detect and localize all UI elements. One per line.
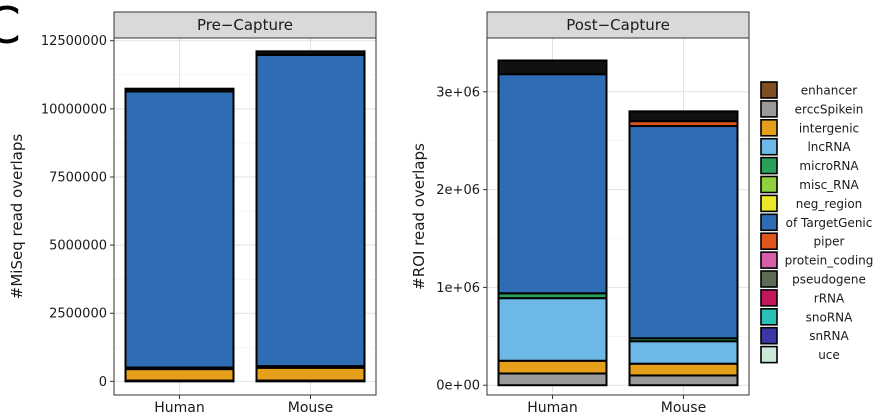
legend-key-protein-coding	[760, 251, 778, 269]
x-tick-label: Human	[527, 400, 578, 415]
y-tick-label: 10000000	[41, 102, 107, 117]
legend-key-enhancer	[760, 81, 778, 99]
y-tick-label: 2e+06	[436, 183, 480, 198]
legend-key-microrna	[760, 156, 778, 175]
bar-segment-unlabeled-top	[255, 50, 366, 56]
y-tick-label: 2500000	[49, 307, 107, 322]
bar-segment-of-targetgenic	[497, 73, 608, 295]
legend-key-rrna	[760, 289, 778, 307]
facet-strip	[113, 11, 377, 39]
legend-key-of-targetgenic	[760, 213, 778, 232]
bar-segment-unlabeled-top	[124, 87, 235, 93]
y-tick-label: 1e+06	[436, 281, 480, 296]
legend-label: neg_region	[796, 197, 863, 211]
legend-label: microRNA	[799, 159, 859, 173]
legend-key-misc-rna	[760, 175, 778, 194]
bar-segment-of-targetgenic	[124, 90, 235, 369]
legend-label: piper	[814, 235, 845, 249]
bar-segment-lncrna	[628, 340, 739, 365]
legend-key-snorna	[760, 307, 778, 326]
legend-label: uce	[818, 348, 840, 362]
y-axis-label: #ROI read overlaps	[410, 143, 428, 290]
y-tick-label: 5000000	[49, 239, 107, 254]
y-tick-label: 7500000	[49, 170, 107, 185]
legend-label: of TargetGenic	[786, 216, 873, 230]
legend-label: rRNA	[814, 291, 845, 305]
legend-key-piper	[760, 232, 778, 250]
legend-key-pseudogene	[760, 270, 778, 288]
legend-key-neg-region	[760, 194, 778, 213]
bar-segment-lncrna	[497, 297, 608, 362]
facet-title: Post−Capture	[566, 16, 670, 34]
panel-2: Post−Capture 0e+00 1e+06 2e+06 3e+06 Human Mou…	[410, 11, 750, 416]
x-tick-label: Mouse	[661, 400, 706, 415]
y-tick-label: 12500000	[41, 34, 107, 49]
legend-label: erccSpikein	[795, 102, 864, 116]
y-axis-label: #MiSeq read overlaps	[8, 134, 26, 300]
legend-label: misc_RNA	[799, 178, 859, 192]
legend: enhancer erccSpikein intergenic lncRNA micro…	[760, 81, 874, 364]
bar-segment-of-targetgenic	[628, 125, 739, 340]
legend-label: enhancer	[801, 84, 858, 98]
bar-segment-intergenic	[255, 366, 366, 382]
legend-label: snoRNA	[806, 310, 854, 324]
bar-segment-intergenic	[497, 359, 608, 375]
legend-key-lncrna	[760, 137, 778, 156]
legend-label: protein_coding	[785, 254, 874, 268]
legend-key-snrna	[760, 326, 778, 345]
y-tick-label: 3e+06	[436, 85, 480, 100]
x-tick-label: Human	[154, 400, 205, 415]
facet-strip	[486, 11, 750, 39]
bar-segment-intergenic	[628, 362, 739, 377]
bar-segment-erccspikein	[497, 372, 608, 387]
legend-key-uce	[760, 345, 778, 364]
y-tick-label: 0	[99, 375, 107, 390]
facet-title: Pre−Capture	[197, 16, 293, 34]
legend-label: pseudogene	[792, 273, 866, 287]
legend-key-erccspikein	[760, 100, 778, 118]
panel-1: Pre−Capture 0 2500000 5000000 7500000 1000000…	[8, 11, 377, 416]
legend-label: snRNA	[809, 329, 849, 343]
legend-label: intergenic	[799, 121, 859, 135]
bar-segment-of-targetgenic	[255, 53, 366, 368]
bar-segment-erccspikein	[628, 374, 739, 387]
bar-segment-unlabeled-top	[628, 110, 739, 123]
y-tick-label: 0e+00	[436, 379, 480, 394]
bar-segment-intergenic	[124, 368, 235, 382]
panel-label: C	[0, 0, 21, 55]
bar-segment-unlabeled-top	[497, 59, 608, 76]
legend-label: lncRNA	[807, 140, 851, 154]
legend-key-intergenic	[760, 119, 778, 137]
x-tick-label: Mouse	[288, 400, 333, 415]
